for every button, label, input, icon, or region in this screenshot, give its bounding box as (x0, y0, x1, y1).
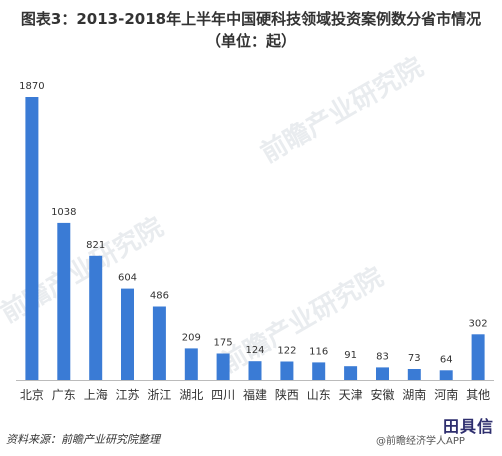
category-label-6: 四川 (211, 388, 235, 402)
category-label-4: 浙江 (147, 388, 171, 402)
bar-12 (407, 369, 421, 380)
bar-14 (471, 334, 485, 380)
bar-10 (344, 366, 358, 380)
data-label-4: 486 (150, 291, 169, 302)
category-label-7: 福建 (243, 387, 267, 402)
bar-7 (248, 361, 262, 380)
bar-8 (280, 361, 294, 380)
chart-title: 图表3：2013-2018年上半年中国硬科技领域投资案例数分省市情况 （单位：起… (0, 8, 502, 52)
data-label-7: 124 (245, 345, 264, 356)
bar-2 (89, 255, 103, 380)
category-label-3: 江苏 (115, 388, 139, 402)
bar-1 (57, 222, 71, 380)
chart-title-line2: （单位：起） (205, 32, 296, 50)
category-label-10: 天津 (339, 388, 363, 402)
data-label-12: 73 (408, 353, 421, 364)
data-label-0: 1870 (19, 81, 44, 92)
data-label-5: 209 (182, 332, 201, 343)
bar-11 (376, 367, 389, 380)
data-label-14: 302 (469, 318, 488, 329)
data-label-1: 1038 (51, 207, 76, 218)
category-label-2: 上海 (84, 387, 108, 402)
category-label-0: 北京 (20, 388, 44, 402)
category-label-14: 其他 (466, 388, 490, 402)
category-label-8: 陕西 (275, 387, 299, 402)
bar-6 (216, 353, 230, 380)
bar-0 (25, 97, 39, 380)
data-label-10: 91 (344, 350, 357, 361)
category-label-5: 湖北 (179, 387, 203, 402)
chart-title-line1: 图表3：2013-2018年上半年中国硬科技领域投资案例数分省市情况 (20, 10, 482, 28)
bar-13 (439, 370, 453, 380)
brand-logo-icon: 田具信 (443, 417, 495, 436)
bar-3 (121, 288, 134, 380)
category-label-13: 河南 (434, 387, 458, 402)
data-label-9: 116 (309, 346, 328, 357)
data-label-13: 64 (440, 354, 453, 365)
category-label-9: 山东 (307, 388, 331, 402)
data-label-8: 122 (277, 346, 296, 357)
bar-4 (152, 306, 166, 380)
source-note: 资料来源：前瞻产业研究院整理 (6, 433, 160, 446)
data-label-2: 821 (86, 240, 105, 251)
bar-5 (184, 348, 198, 380)
data-label-6: 175 (214, 338, 233, 349)
category-label-12: 湖南 (402, 387, 426, 402)
app-credit: @前瞻经济学人APP (376, 436, 465, 447)
category-label-1: 广东 (52, 388, 76, 402)
bar-9 (312, 362, 326, 380)
data-label-3: 604 (118, 273, 137, 284)
category-label-11: 安徽 (370, 387, 394, 402)
data-label-11: 83 (376, 351, 389, 362)
